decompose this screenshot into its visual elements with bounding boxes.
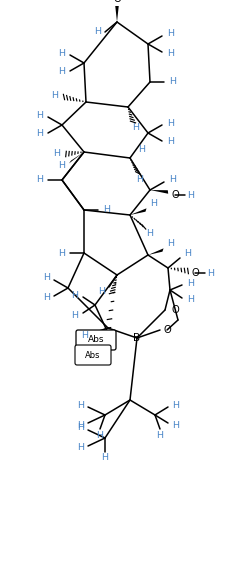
Text: H: H <box>132 122 139 131</box>
Text: H: H <box>71 290 78 299</box>
Text: H: H <box>36 175 43 184</box>
Text: H: H <box>167 118 174 127</box>
Polygon shape <box>150 190 168 194</box>
Text: H: H <box>36 130 43 139</box>
Text: O: O <box>191 268 199 278</box>
Polygon shape <box>115 6 119 22</box>
Text: H: H <box>94 28 101 37</box>
Text: H: H <box>146 228 153 237</box>
FancyBboxPatch shape <box>76 330 116 350</box>
Text: H: H <box>102 453 109 462</box>
Text: H: H <box>81 331 88 340</box>
Polygon shape <box>128 81 151 107</box>
Text: H: H <box>138 146 145 155</box>
Text: H: H <box>53 149 60 158</box>
Text: H: H <box>58 68 65 77</box>
Text: H: H <box>58 249 65 258</box>
Text: H: H <box>77 443 84 452</box>
Text: H: H <box>103 205 110 214</box>
Text: O: O <box>171 305 179 315</box>
Text: H: H <box>157 430 164 439</box>
Text: H: H <box>77 424 84 433</box>
Text: Abs: Abs <box>88 336 104 345</box>
Text: H: H <box>184 249 191 258</box>
Text: Abs: Abs <box>85 350 101 359</box>
Text: H: H <box>167 239 174 248</box>
Polygon shape <box>130 208 146 215</box>
Text: H: H <box>51 91 58 100</box>
Text: H: H <box>43 293 50 302</box>
Text: H: H <box>172 400 179 409</box>
Text: H: H <box>58 49 65 58</box>
Text: O: O <box>113 0 121 4</box>
Text: H: H <box>43 274 50 283</box>
Text: H: H <box>58 161 65 170</box>
Text: H: H <box>77 421 84 430</box>
Text: H: H <box>96 430 103 439</box>
Text: H: H <box>208 268 215 277</box>
Text: H: H <box>187 296 194 305</box>
Text: H: H <box>169 77 176 86</box>
Text: H: H <box>98 288 105 297</box>
Text: H: H <box>169 175 176 184</box>
Text: H: H <box>167 29 174 38</box>
Text: H: H <box>77 400 84 409</box>
Polygon shape <box>148 248 164 255</box>
Text: H: H <box>150 199 157 208</box>
Text: O: O <box>171 190 179 200</box>
Text: H: H <box>167 138 174 147</box>
Text: H: H <box>187 191 194 200</box>
Text: H: H <box>71 311 78 319</box>
Text: B: B <box>133 333 141 343</box>
FancyBboxPatch shape <box>75 345 111 365</box>
Text: H: H <box>172 421 179 430</box>
Text: O: O <box>163 325 171 335</box>
Text: H: H <box>36 111 43 120</box>
Text: H: H <box>167 49 174 58</box>
Text: H: H <box>136 175 143 184</box>
Text: H: H <box>187 279 194 288</box>
Polygon shape <box>69 152 84 164</box>
